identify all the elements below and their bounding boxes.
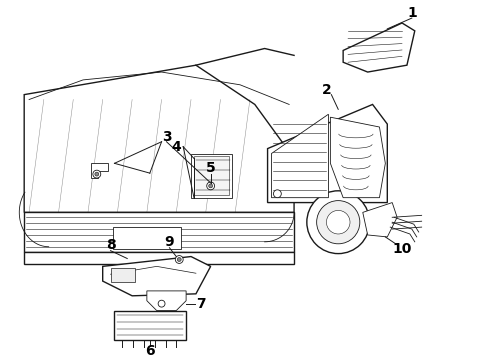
Polygon shape [24, 65, 294, 212]
Polygon shape [24, 252, 294, 264]
Polygon shape [147, 291, 186, 311]
Polygon shape [343, 23, 415, 72]
Text: 1: 1 [407, 6, 416, 20]
Circle shape [326, 211, 350, 234]
Text: 9: 9 [165, 235, 174, 249]
Circle shape [158, 300, 165, 307]
Text: 8: 8 [106, 238, 116, 252]
Circle shape [177, 257, 181, 261]
Polygon shape [91, 163, 108, 178]
Polygon shape [271, 114, 328, 198]
Polygon shape [363, 203, 397, 237]
Circle shape [93, 170, 101, 178]
Text: 2: 2 [321, 83, 331, 97]
Polygon shape [103, 257, 211, 296]
Text: 6: 6 [145, 344, 155, 358]
Circle shape [317, 201, 360, 244]
Polygon shape [330, 117, 385, 198]
Bar [113, 227, 181, 249]
Text: 7: 7 [196, 297, 206, 311]
Circle shape [209, 184, 213, 188]
Circle shape [307, 191, 369, 253]
Bar [191, 153, 232, 198]
Circle shape [207, 182, 215, 190]
Polygon shape [24, 212, 294, 252]
Circle shape [273, 190, 281, 198]
Text: 10: 10 [392, 242, 412, 256]
Text: 3: 3 [162, 130, 172, 144]
Text: 4: 4 [172, 140, 181, 154]
Polygon shape [268, 104, 387, 203]
Circle shape [175, 256, 183, 264]
Text: 5: 5 [206, 161, 216, 175]
Bar [111, 268, 135, 282]
Bar [194, 157, 229, 195]
Circle shape [95, 172, 99, 176]
Polygon shape [115, 311, 186, 340]
